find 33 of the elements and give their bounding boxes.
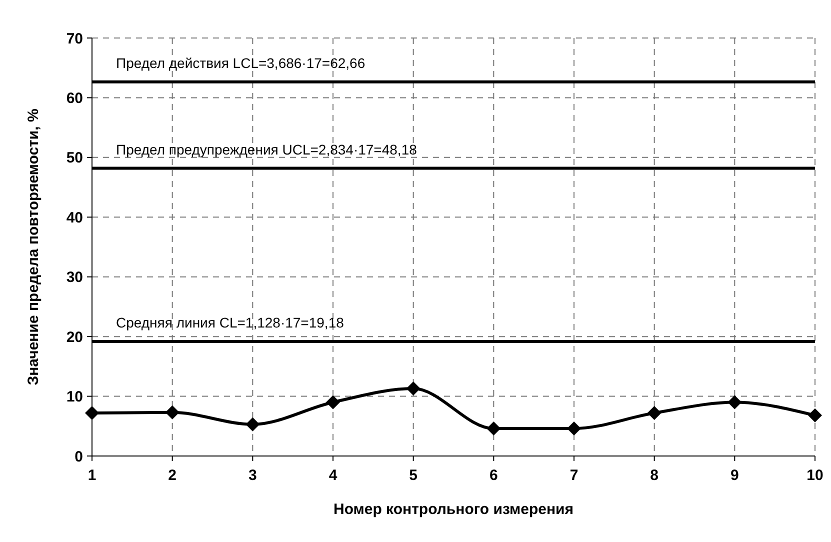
ref-line-label: Средняя линия CL=1,128·17=19,18 (116, 314, 344, 330)
x-tick-label: 3 (248, 467, 257, 484)
y-tick-label: 20 (66, 328, 83, 346)
point (165, 405, 180, 420)
y-tick-label: 30 (66, 269, 83, 286)
y-tick-label: 10 (66, 388, 83, 406)
x-tick-label: 7 (570, 467, 578, 484)
x-tick-label: 8 (650, 467, 659, 484)
x-tick-label: 6 (489, 467, 498, 484)
point (85, 406, 99, 420)
y-tick-label: 60 (66, 90, 83, 107)
ref-line-label: Предел действия LCL=3,686·17=62,66 (116, 54, 366, 71)
y-axis-title: Значение предела повторяемости, % (25, 108, 42, 386)
x-tick-label: 2 (168, 467, 177, 484)
y-tick-label: 50 (66, 150, 83, 167)
x-axis-title: Номер контрольного измерения (333, 501, 574, 518)
point (808, 408, 822, 422)
x-tick-label: 10 (806, 467, 824, 484)
point (246, 417, 260, 432)
point (486, 422, 501, 436)
point (647, 406, 662, 420)
x-tick-label: 1 (88, 467, 96, 484)
point (406, 382, 420, 396)
point (326, 395, 340, 410)
x-tick-label: 5 (409, 467, 418, 484)
x-tick-label: 9 (730, 467, 739, 484)
point (728, 395, 742, 410)
ref-line-label: Предел предупреждения UCL=2,834·17=48,18 (116, 141, 418, 158)
y-tick-label: 0 (74, 448, 83, 466)
y-tick-label: 40 (66, 209, 83, 226)
point (567, 422, 581, 436)
x-tick-label: 4 (328, 467, 338, 484)
y-tick-label: 70 (66, 30, 83, 48)
